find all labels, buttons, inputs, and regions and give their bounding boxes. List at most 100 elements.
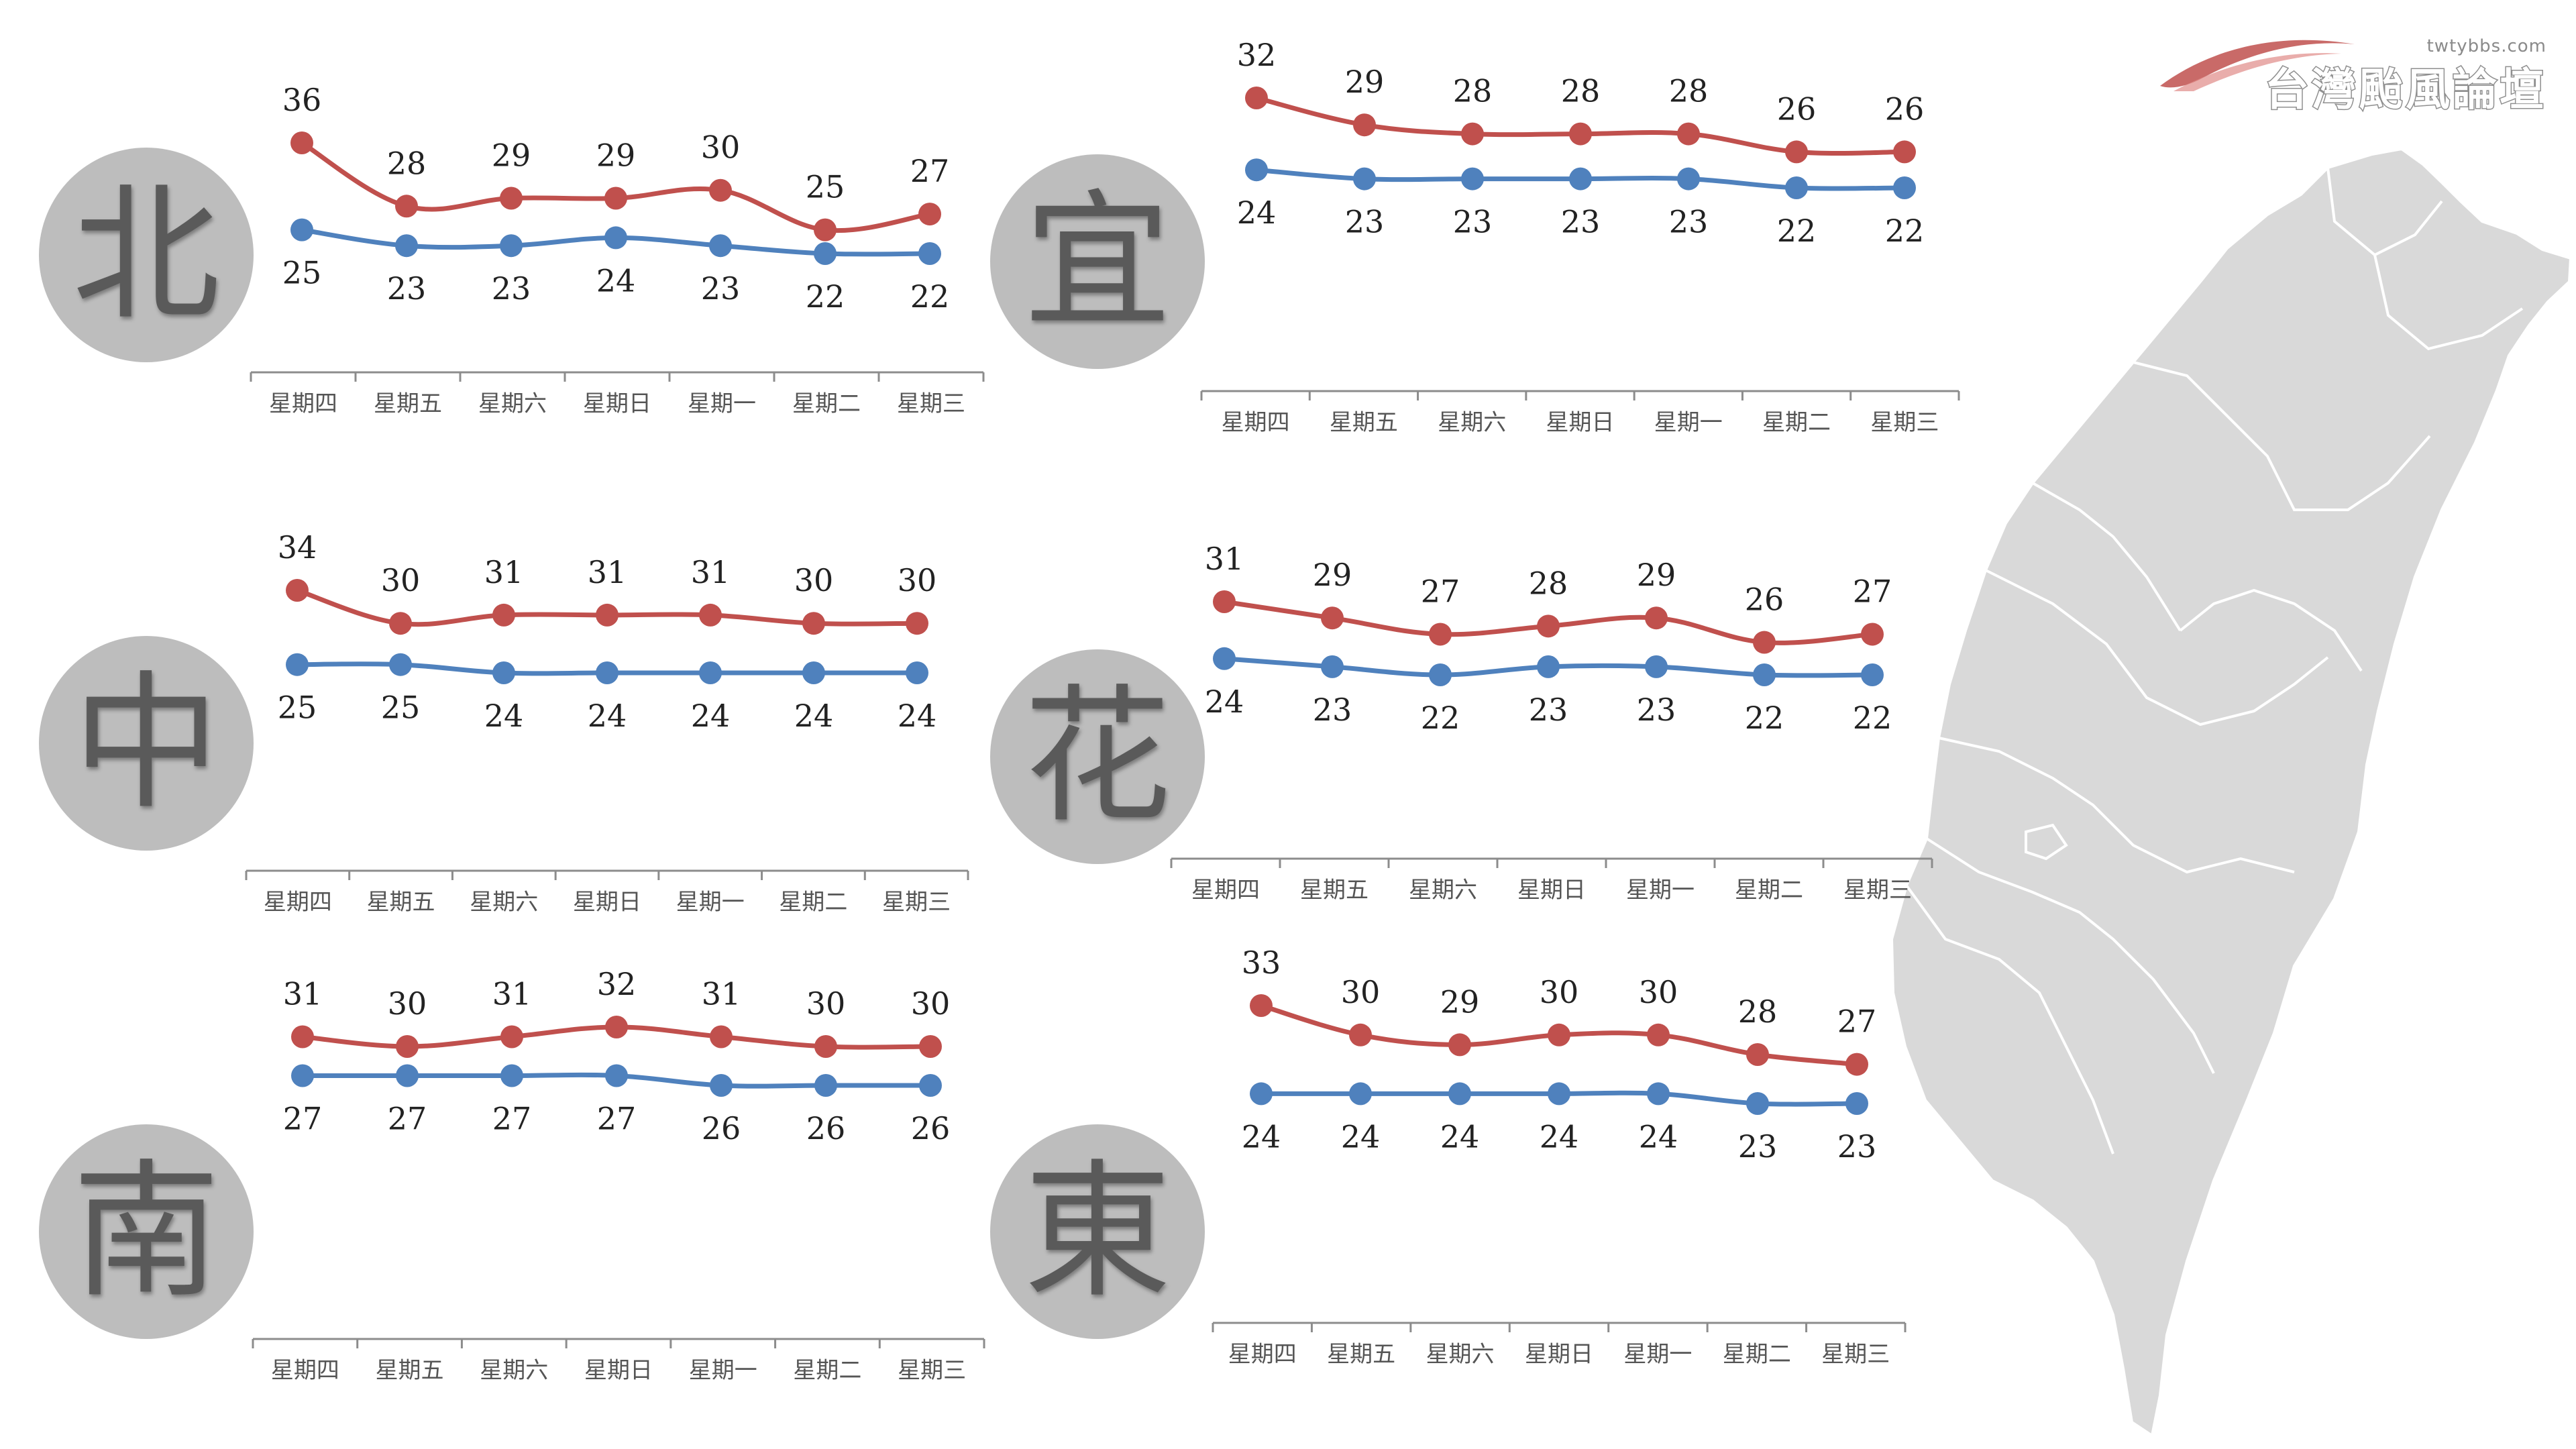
logo-url: twtybbs.com	[2426, 36, 2546, 56]
low-temp-data-label: 24	[596, 262, 636, 299]
high-temp-point	[1677, 122, 1700, 146]
low-temp-data-label: 23	[1561, 204, 1601, 240]
x-tick-label: 星期五	[374, 390, 442, 417]
low-temp-point	[1353, 167, 1376, 191]
x-tick-label: 星期一	[688, 390, 756, 417]
low-temp-point	[500, 234, 523, 258]
low-temp-point	[1569, 167, 1592, 191]
region-label-east: 東	[1023, 1146, 1171, 1318]
low-temp-data-label: 26	[806, 1110, 846, 1146]
high-temp-point	[1569, 122, 1592, 146]
x-tick-label: 星期四	[1191, 877, 1260, 904]
x-tick-label: 星期一	[1623, 1341, 1692, 1368]
high-temp-data-label: 30	[1540, 974, 1579, 1010]
high-temp-point	[605, 1016, 628, 1038]
low-temp-point	[1429, 663, 1452, 686]
high-temp-point	[1785, 140, 1808, 164]
low-temp-point	[1893, 176, 1916, 199]
high-temp-point	[396, 1035, 419, 1058]
region-badge-yilan: 宜	[990, 154, 1205, 369]
high-temp-point	[604, 186, 627, 210]
low-temp-point	[1548, 1082, 1570, 1106]
low-temp-point	[1349, 1082, 1372, 1106]
low-temp-point	[1448, 1082, 1471, 1106]
high-temp-point	[1893, 140, 1916, 164]
site-logo: twtybbs.com 台灣颱風論壇	[2147, 24, 2563, 117]
low-temp-data-label: 27	[492, 1101, 532, 1137]
low-temp-data-label: 24	[588, 698, 627, 734]
region-badge-south: 南	[39, 1124, 254, 1339]
x-tick-label: 星期四	[271, 1357, 339, 1384]
low-temp-point	[918, 242, 941, 265]
high-temp-point	[389, 612, 412, 635]
low-temp-data-label: 25	[381, 690, 421, 726]
low-temp-point	[1746, 1092, 1769, 1115]
high-temp-data-label: 27	[1837, 1004, 1877, 1040]
x-tick-label: 星期六	[470, 889, 538, 916]
high-temp-data-label: 34	[278, 529, 317, 566]
x-tick-label: 星期六	[1409, 877, 1477, 904]
low-temp-point	[710, 1074, 733, 1097]
region-badge-north: 北	[39, 148, 254, 362]
high-temp-data-label: 28	[1669, 73, 1709, 109]
high-temp-data-label: 27	[1853, 573, 1892, 609]
x-tick-label: 星期六	[1426, 1341, 1495, 1368]
high-temp-point	[1861, 623, 1884, 646]
low-temp-point	[919, 1074, 942, 1097]
low-temp-point	[1861, 663, 1884, 686]
low-temp-point	[596, 661, 619, 684]
low-temp-point	[1321, 655, 1344, 678]
high-temp-point	[1746, 1043, 1769, 1066]
low-temp-point	[1461, 167, 1484, 191]
high-temp-data-label: 27	[1421, 573, 1460, 609]
high-temp-data-label: 29	[1440, 983, 1480, 1020]
x-tick-label: 星期二	[1723, 1341, 1791, 1368]
high-temp-data-label: 26	[1777, 91, 1817, 127]
county-border	[1905, 167, 2524, 1155]
high-temp-point	[1448, 1033, 1471, 1057]
low-temp-point	[492, 661, 515, 684]
high-temp-point	[286, 579, 309, 602]
low-temp-data-label: 24	[898, 698, 937, 734]
high-temp-data-label: 31	[492, 976, 532, 1012]
region-badge-east: 東	[990, 1124, 1205, 1339]
county-enclave	[2025, 823, 2068, 861]
high-temp-point	[500, 186, 523, 210]
high-temp-point	[1213, 590, 1236, 613]
region-label-central: 中	[72, 657, 220, 829]
chart-2: 星期四 星期五 星期六 星期日 星期一 星期二 星期三 34 30 31 31 31 30 30 25 25 2…	[245, 529, 969, 916]
high-temp-point	[709, 178, 732, 202]
low-temp-data-label: 24	[1341, 1118, 1381, 1155]
low-temp-point	[1647, 1082, 1670, 1106]
low-temp-data-label: 27	[388, 1101, 427, 1137]
high-temp-data-label: 30	[911, 985, 951, 1022]
x-tick-label: 星期日	[1525, 1341, 1593, 1368]
x-tick-label: 星期一	[1626, 877, 1695, 904]
x-tick-label: 星期三	[898, 1357, 966, 1384]
x-tick-label: 星期日	[1517, 877, 1586, 904]
low-temp-point	[1753, 663, 1776, 686]
low-temp-data-label: 23	[387, 270, 427, 307]
high-temp-point	[291, 1025, 314, 1049]
low-temp-point	[1785, 176, 1808, 199]
x-tick-label: 星期日	[584, 1357, 653, 1384]
low-temp-point	[605, 1064, 628, 1087]
x-tick-label: 星期五	[376, 1357, 444, 1384]
low-temp-data-label: 23	[1637, 692, 1676, 728]
x-tick-label: 星期一	[676, 889, 745, 916]
low-temp-data-label: 24	[1205, 684, 1244, 720]
high-temp-point	[814, 218, 837, 241]
region-badge-hualien: 花	[990, 649, 1205, 864]
x-tick-label: 星期四	[1228, 1341, 1297, 1368]
high-temp-data-label: 31	[1205, 541, 1244, 577]
high-temp-data-label: 36	[282, 82, 322, 118]
low-temp-data-label: 23	[701, 270, 741, 307]
high-temp-data-label: 30	[806, 985, 846, 1022]
x-tick-label: 星期二	[779, 889, 847, 916]
x-tick-label: 星期二	[792, 390, 861, 417]
low-temp-data-label: 22	[1745, 700, 1784, 736]
low-temp-data-label: 23	[492, 270, 531, 307]
high-temp-point	[1349, 1023, 1372, 1046]
low-temp-point	[500, 1064, 523, 1087]
high-temp-data-label: 28	[1529, 565, 1568, 601]
